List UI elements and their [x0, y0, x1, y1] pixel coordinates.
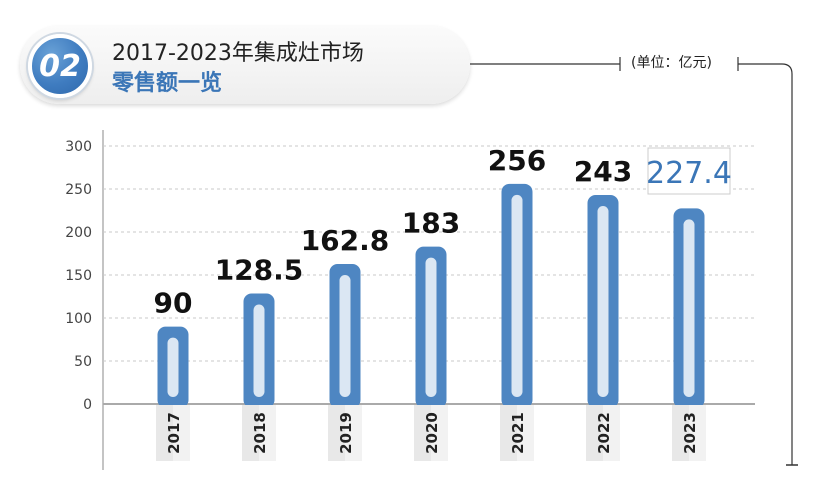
x-label-box-shade	[672, 405, 689, 461]
x-tick-label: 2018	[251, 412, 269, 454]
x-tick-label: 2017	[165, 412, 183, 454]
value-label: 227.4	[646, 156, 732, 191]
x-tick-label: 2022	[595, 412, 613, 454]
header-banner	[20, 26, 470, 104]
y-tick-label: 50	[74, 354, 92, 370]
bar-inner-highlight	[425, 257, 437, 397]
highlight-value-box	[647, 147, 731, 195]
unit-label: (单位：亿元)	[631, 55, 712, 71]
value-label: 183	[402, 207, 460, 240]
value-label: 162.8	[301, 224, 390, 257]
x-label-box-shade	[242, 405, 259, 461]
value-label: 243	[574, 155, 632, 188]
bar-inner-highlight	[339, 274, 351, 397]
section-number-badge: 02	[28, 34, 92, 98]
x-label-box-shade	[586, 405, 603, 461]
y-tick-label: 200	[65, 225, 92, 241]
y-tick-label: 250	[65, 182, 92, 198]
y-tick-label: 300	[65, 139, 92, 155]
x-axis-labels: 2017 2018 2019 2020 2021 2022 2023	[156, 405, 706, 461]
bars	[157, 183, 705, 408]
value-label: 256	[488, 144, 546, 177]
value-label: 90	[154, 287, 193, 320]
bar-inner-highlight	[511, 194, 523, 397]
bar-inner-highlight	[683, 219, 695, 397]
chart-title-line2: 零售额一览	[112, 71, 223, 96]
bar-inner-highlight	[597, 206, 609, 397]
x-label-box-shade	[500, 405, 517, 461]
x-tick-label: 2020	[423, 412, 441, 454]
chart-title-line1: 2017-2023年集成灶市场	[112, 41, 364, 66]
bracket-line-right	[738, 63, 793, 465]
y-tick-label: 100	[65, 311, 92, 327]
x-label-box-shade	[156, 405, 173, 461]
unit-bracket-lines	[470, 57, 798, 466]
value-label: 128.5	[215, 253, 304, 286]
x-tick-label: 2019	[337, 412, 355, 454]
x-tick-label: 2021	[509, 412, 527, 454]
x-label-box-shade	[328, 405, 345, 461]
y-axis-ticks: 0 50 100 150 200 250 300	[65, 139, 92, 413]
bar-inner-highlight	[253, 304, 265, 397]
bar-inner-highlight	[167, 337, 179, 397]
x-tick-label: 2023	[681, 412, 699, 454]
y-tick-label: 150	[65, 268, 92, 284]
y-tick-label: 0	[83, 397, 92, 413]
x-label-box-shade	[414, 405, 431, 461]
